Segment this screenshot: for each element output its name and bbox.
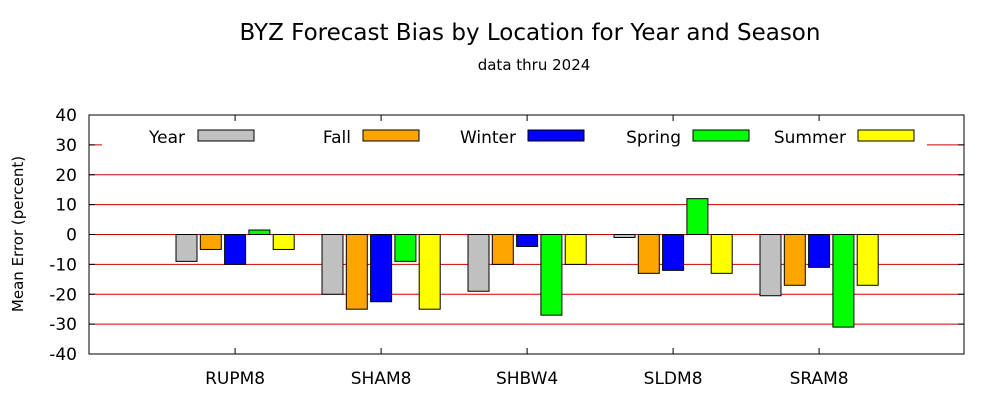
x-tick-label: SHAM8 xyxy=(351,369,412,389)
bars xyxy=(175,198,879,328)
bar-year-sram8 xyxy=(759,234,782,297)
bar-spring-sham8 xyxy=(394,234,417,262)
y-tick-label: 10 xyxy=(55,196,77,216)
x-tick-label: SHBW4 xyxy=(496,369,558,389)
legend-swatch-fall xyxy=(362,129,420,142)
x-axis-ticks: RUPM8 SHAM8 SHBW4 SLDM8 SRAM8 xyxy=(205,115,849,389)
x-tick-label: SLDM8 xyxy=(644,369,703,389)
y-tick-label: 30 xyxy=(55,136,77,156)
legend-label-summer: Summer xyxy=(774,128,846,148)
legend: Year Fall Winter Spring Summer xyxy=(102,123,927,151)
bar-year-sldm8 xyxy=(613,234,636,238)
chart-title: BYZ Forecast Bias by Location for Year a… xyxy=(239,20,821,46)
bar-year-rupm8 xyxy=(175,234,198,262)
bar-summer-sldm8 xyxy=(710,234,733,274)
legend-swatch-year xyxy=(197,129,255,142)
bar-fall-shbw4 xyxy=(491,234,514,265)
y-axis-ticks: -40 -30 -20 -10 0 10 20 30 40 xyxy=(49,106,964,365)
y-axis-label: Mean Error (percent) xyxy=(9,156,27,312)
bar-winter-sham8 xyxy=(370,234,393,303)
x-tick-label: RUPM8 xyxy=(205,369,265,389)
bar-spring-sldm8 xyxy=(686,198,709,235)
bar-spring-sram8 xyxy=(832,234,855,328)
bar-fall-sham8 xyxy=(345,234,368,310)
bar-summer-rupm8 xyxy=(272,234,295,250)
bar-year-shbw4 xyxy=(467,234,490,292)
y-tick-label: 0 xyxy=(66,226,77,246)
bar-summer-sham8 xyxy=(418,234,441,310)
bar-spring-shbw4 xyxy=(540,234,563,316)
bar-winter-rupm8 xyxy=(224,234,247,265)
y-tick-label: 20 xyxy=(55,166,77,186)
bar-fall-sldm8 xyxy=(637,234,660,274)
y-tick-label: -30 xyxy=(49,315,77,335)
bar-year-sham8 xyxy=(321,234,344,295)
bar-fall-rupm8 xyxy=(199,234,222,250)
y-tick-label: -10 xyxy=(49,255,77,275)
legend-swatch-summer xyxy=(857,129,915,142)
legend-swatch-spring xyxy=(692,129,750,142)
legend-swatch-winter xyxy=(527,129,585,142)
legend-label-year: Year xyxy=(148,128,185,148)
bar-spring-rupm8 xyxy=(248,229,271,236)
bar-summer-sram8 xyxy=(856,234,879,286)
legend-label-spring: Spring xyxy=(626,128,681,148)
bar-winter-shbw4 xyxy=(516,234,539,247)
bar-summer-shbw4 xyxy=(564,234,587,265)
y-tick-label: -20 xyxy=(49,285,77,305)
x-tick-label: SRAM8 xyxy=(790,369,849,389)
legend-label-fall: Fall xyxy=(323,128,351,148)
bar-winter-sram8 xyxy=(808,234,831,268)
legend-label-winter: Winter xyxy=(460,128,516,148)
bar-fall-sram8 xyxy=(783,234,806,286)
y-tick-label: 40 xyxy=(55,106,77,126)
y-tick-label: -40 xyxy=(49,345,77,365)
chart-subtitle: data thru 2024 xyxy=(477,56,591,74)
bar-winter-sldm8 xyxy=(662,234,685,271)
